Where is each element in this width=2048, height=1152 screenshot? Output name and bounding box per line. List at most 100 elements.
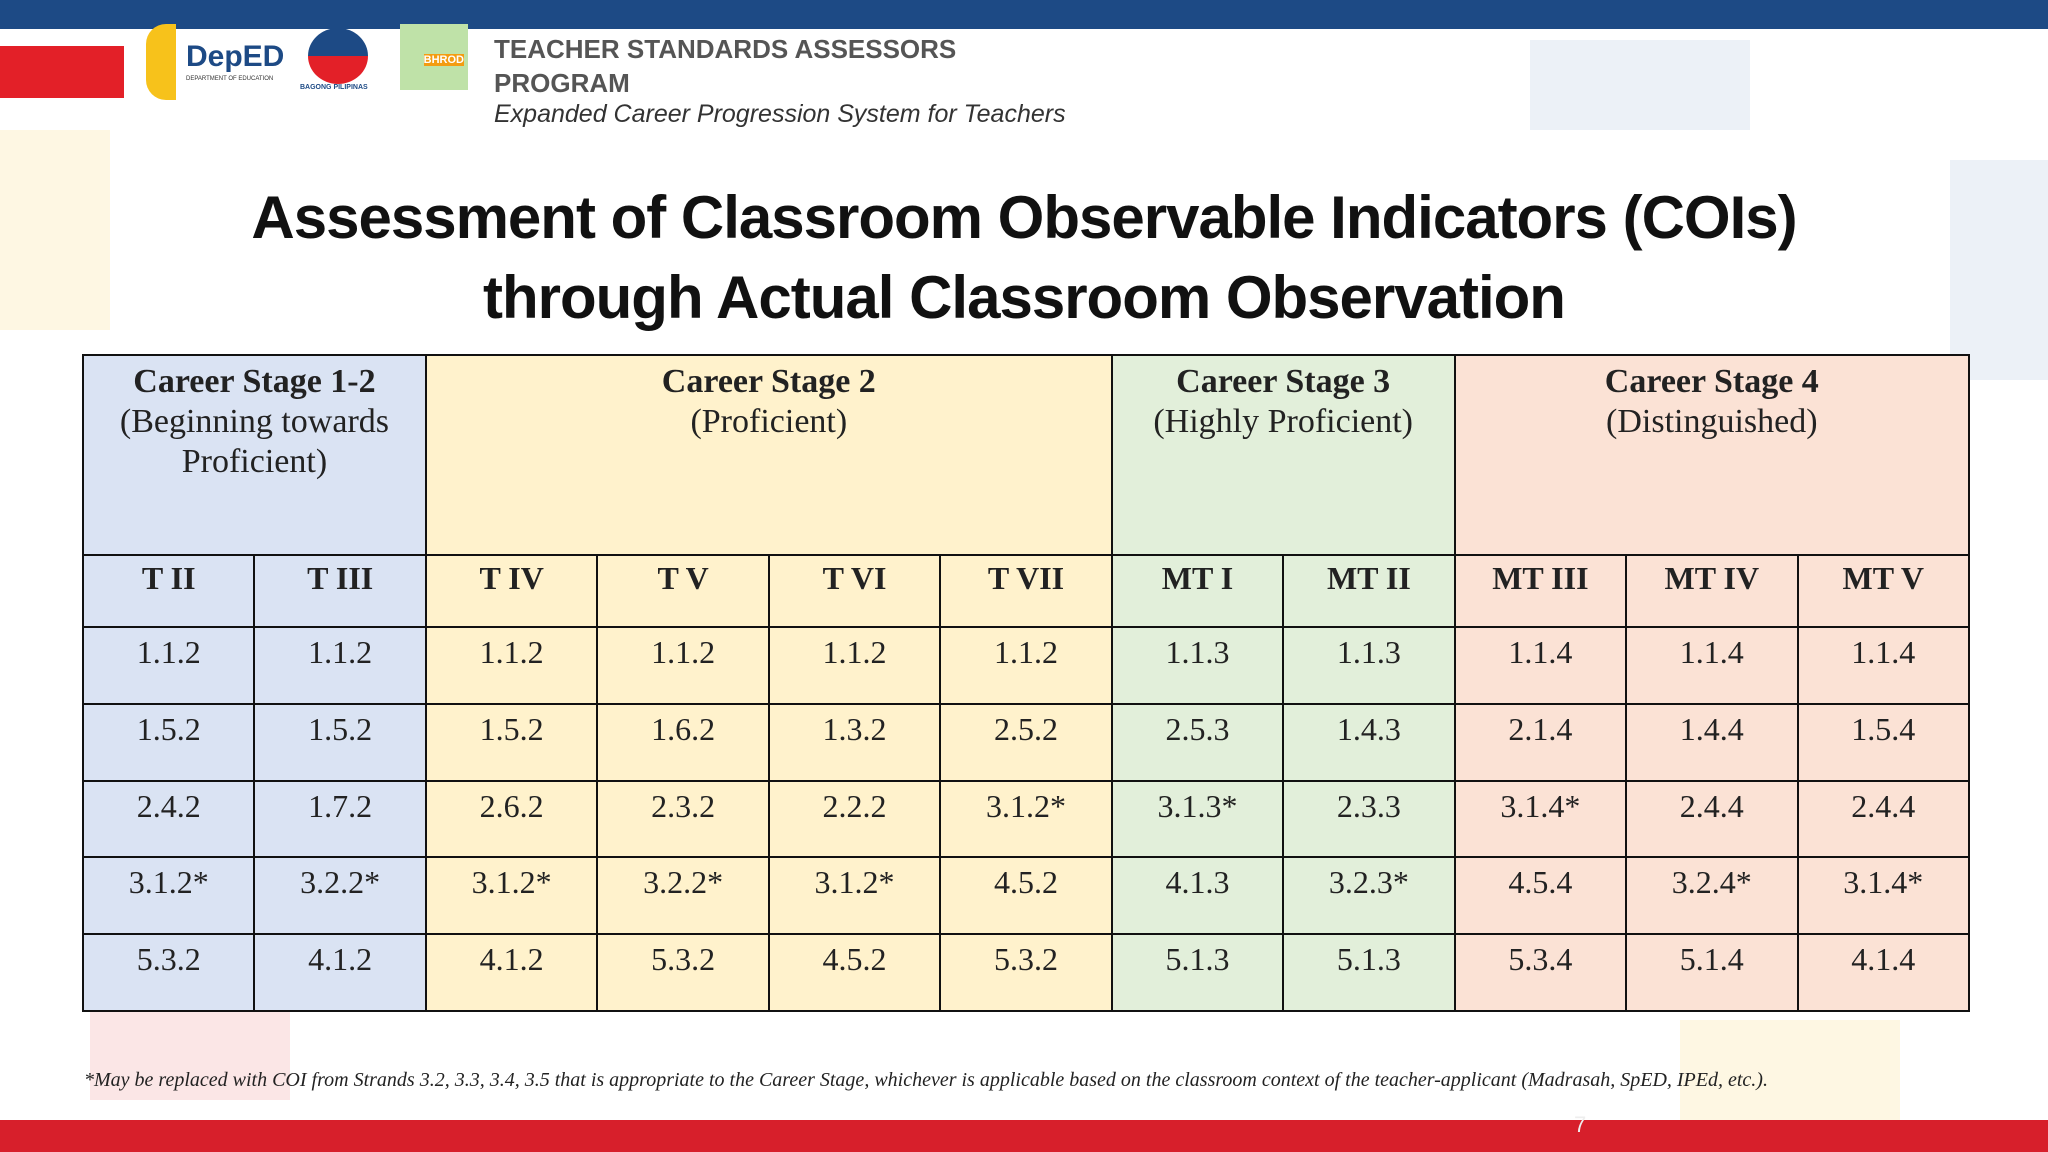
stage-title: Career Stage 3: [1176, 363, 1391, 400]
data-cell: 3.2.2*: [253, 856, 427, 936]
data-cell: 4.1.2: [253, 933, 427, 1012]
column-header: T III: [253, 554, 427, 628]
decor: [0, 130, 110, 330]
column-header: T V: [596, 554, 770, 628]
data-cell: 1.5.4: [1796, 702, 1971, 782]
data-cell: 1.1.4: [1796, 626, 1971, 705]
stage-row: Career Stage 1-2 (Beginning towards Profi…: [82, 354, 1971, 556]
data-cell: 2.1.4: [1453, 702, 1628, 782]
data-cell: 3.2.4*: [1625, 856, 1799, 936]
data-row: 3.1.2* 3.2.2* 3.1.2* 3.2.2* 3.1.2* 4.5.2 4.1.3…: [81, 856, 1971, 936]
decor: [1530, 40, 1750, 130]
data-row: 1.5.2 1.5.2 1.5.2 1.6.2 1.3.2 2.5.2 2.5.3 1.4.3…: [81, 702, 1971, 782]
data-cell: 1.1.2: [596, 626, 770, 705]
column-header: T II: [81, 554, 256, 628]
stage-subtitle: (Highly Proficient): [1153, 403, 1413, 440]
data-cell: 1.5.2: [424, 702, 599, 782]
header-title-line: PROGRAM: [494, 68, 630, 98]
data-cell: 5.3.2: [596, 933, 770, 1012]
footnote: *May be replaced with COI from Strands 3…: [84, 1069, 1768, 1091]
data-cell: 2.2.2: [767, 779, 942, 859]
data-cell: 5.3.2: [939, 933, 1113, 1012]
data-cell: 4.5.2: [939, 856, 1113, 936]
data-cell: 2.3.3: [1282, 779, 1456, 859]
stage-cell: Career Stage 4 (Distinguished): [1453, 354, 1971, 556]
data-cell: 1.1.2: [81, 626, 256, 705]
data-cell: 1.5.2: [81, 702, 256, 782]
data-cell: 2.4.2: [81, 779, 256, 859]
data-cell: 2.6.2: [424, 779, 599, 859]
data-cell: 1.1.4: [1625, 626, 1799, 705]
data-cell: 3.1.3*: [1110, 779, 1285, 859]
data-cell: 3.1.4*: [1453, 779, 1628, 859]
data-cell: 2.5.2: [939, 702, 1113, 782]
decor: [1950, 160, 2048, 380]
header-subtitle: Expanded Career Progression System for T…: [494, 100, 1066, 128]
data-cell: 1.3.2: [767, 702, 942, 782]
data-row: 5.3.2 4.1.2 4.1.2 5.3.2 4.5.2 5.3.2 5.1.3 5.1.3…: [81, 933, 1971, 1012]
stage-title: Career Stage 2: [661, 363, 876, 400]
column-header: T VI: [767, 554, 942, 628]
data-cell: 3.2.2*: [596, 856, 770, 936]
top-bar: [0, 0, 2048, 29]
data-cell: 2.3.2: [596, 779, 770, 859]
logo-shape: [308, 28, 368, 84]
bagong-logo: BAGONG PILIPINAS: [300, 18, 380, 98]
title-line: through Actual Classroom Observation: [483, 264, 1566, 331]
slide-title: Assessment of Classroom Observable Indic…: [0, 178, 2048, 338]
data-cell: 1.4.4: [1625, 702, 1799, 782]
logo-text: DepED: [186, 40, 285, 73]
header-title: TEACHER STANDARDS ASSESSORS PROGRAM: [494, 32, 956, 100]
column-header: MT III: [1453, 554, 1628, 628]
data-cell: 1.1.2: [424, 626, 599, 705]
data-cell: 5.1.3: [1282, 933, 1456, 1012]
data-cell: 1.1.2: [939, 626, 1113, 705]
data-cell: 1.1.2: [253, 626, 427, 705]
data-cell: 3.1.4*: [1796, 856, 1971, 936]
column-header: MT I: [1110, 554, 1285, 628]
stage-title: Career Stage 4: [1604, 363, 1819, 400]
column-header: MT IV: [1625, 554, 1799, 628]
logo-text: DEPARTMENT OF EDUCATION: [186, 76, 274, 82]
stage-cell: Career Stage 2 (Proficient): [424, 354, 1113, 556]
data-row: 2.4.2 1.7.2 2.6.2 2.3.2 2.2.2 3.1.2* 3.1.3* 2.3…: [81, 779, 1971, 859]
data-cell: 1.5.2: [253, 702, 427, 782]
stage-subtitle: (Beginning towards Proficient): [119, 403, 390, 480]
column-header: T VII: [939, 554, 1113, 628]
data-cell: 1.1.2: [767, 626, 942, 705]
bhrod-logo: BHROD: [400, 24, 468, 90]
logo-shape: [146, 24, 176, 100]
column-header: MT V: [1796, 554, 1971, 628]
data-cell: 4.1.2: [424, 933, 599, 1012]
bottom-bar: [0, 1120, 2048, 1152]
column-header: MT II: [1282, 554, 1456, 628]
decor: [1680, 1020, 1900, 1120]
data-cell: 4.5.2: [767, 933, 942, 1012]
data-cell: 1.4.3: [1282, 702, 1456, 782]
stage-cell: Career Stage 1-2 (Beginning towards Profi…: [82, 354, 427, 556]
page-number: 7: [1574, 1112, 1587, 1137]
data-cell: 1.7.2: [253, 779, 427, 859]
stage-subtitle: (Distinguished): [1606, 403, 1818, 440]
data-cell: 5.1.4: [1625, 933, 1799, 1012]
data-cell: 1.1.3: [1110, 626, 1285, 705]
decor: [90, 1010, 290, 1100]
data-cell: 1.6.2: [596, 702, 770, 782]
data-cell: 3.1.2*: [424, 856, 599, 936]
data-cell: 3.1.2*: [939, 779, 1113, 859]
data-cell: 1.1.3: [1282, 626, 1456, 705]
data-cell: 2.4.4: [1625, 779, 1799, 859]
column-header: T IV: [424, 554, 599, 628]
data-cell: 4.5.4: [1453, 856, 1628, 936]
stage-title: Career Stage 1-2: [133, 363, 376, 400]
stage-subtitle: (Proficient): [690, 403, 848, 440]
data-cell: 5.3.4: [1453, 933, 1628, 1012]
red-stripe: [0, 46, 124, 98]
data-cell: 4.1.4: [1796, 933, 1971, 1012]
data-cell: 3.1.2*: [81, 856, 256, 936]
data-cell: 3.1.2*: [767, 856, 942, 936]
data-cell: 2.4.4: [1796, 779, 1971, 859]
header-title-line: TEACHER STANDARDS ASSESSORS: [494, 34, 957, 64]
